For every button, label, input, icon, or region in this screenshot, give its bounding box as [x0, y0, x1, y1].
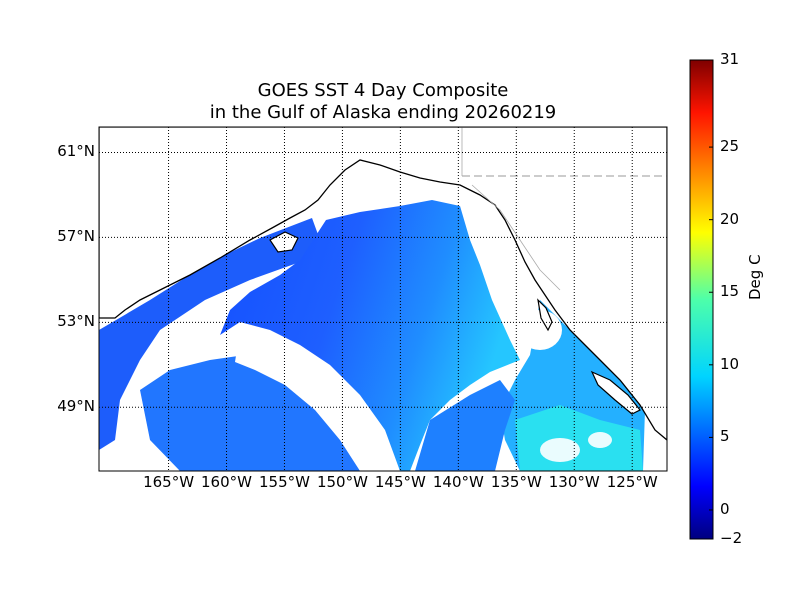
longitude-label: 125°W: [606, 473, 658, 491]
colorbar: [689, 59, 714, 540]
cloud-gap-3: [518, 310, 562, 350]
intl-border-panhandle: [461, 127, 561, 291]
figure-title: GOES SST 4 Day Composite: [257, 80, 509, 101]
map-frame: [98, 126, 668, 472]
sst-field-south: [140, 355, 375, 471]
longitude-label: 140°W: [432, 473, 484, 491]
longitude-label: 155°W: [258, 473, 310, 491]
island-vancouver: [590, 370, 641, 415]
sst-field-mid: [415, 380, 515, 471]
cloud-gap-5: [588, 432, 612, 448]
land-alaska: [99, 127, 667, 441]
latitude-label: 57°N: [57, 227, 95, 246]
colorbar-tick-label: 0: [720, 499, 730, 518]
longitude-label: 165°W: [143, 473, 195, 491]
sst-field-central: [220, 200, 520, 471]
latitude-label: 53°N: [57, 312, 95, 331]
colorbar-tick-label: 20: [720, 209, 740, 228]
colorbar-label: Deg C: [746, 254, 764, 300]
island-haida-gwaii: [537, 298, 553, 332]
longitude-label: 160°W: [201, 473, 252, 491]
colorbar-tick-label: 31: [720, 50, 740, 68]
colorbar-tick-label: 5: [720, 427, 730, 446]
longitude-label: 145°W: [374, 473, 426, 491]
longitude-label: 150°W: [316, 473, 368, 491]
colorbar-tick-label: 15: [720, 282, 740, 301]
graticule: [99, 127, 667, 471]
latitude-label: 61°N: [57, 142, 95, 161]
longitude-label: 135°W: [490, 473, 542, 491]
cloud-gap-4: [540, 438, 580, 462]
colorbar-ticks: [709, 59, 713, 540]
cloud-gap-2: [235, 330, 378, 471]
figure-subtitle: in the Gulf of Alaska ending 20260219: [209, 102, 557, 123]
colorbar-tick-label: −2: [720, 529, 743, 547]
latitude-label: 49°N: [57, 397, 95, 416]
colorbar-tick-label: 10: [720, 354, 740, 373]
longitude-label: 130°W: [548, 473, 600, 491]
colorbar-tick-label: 25: [720, 137, 740, 156]
